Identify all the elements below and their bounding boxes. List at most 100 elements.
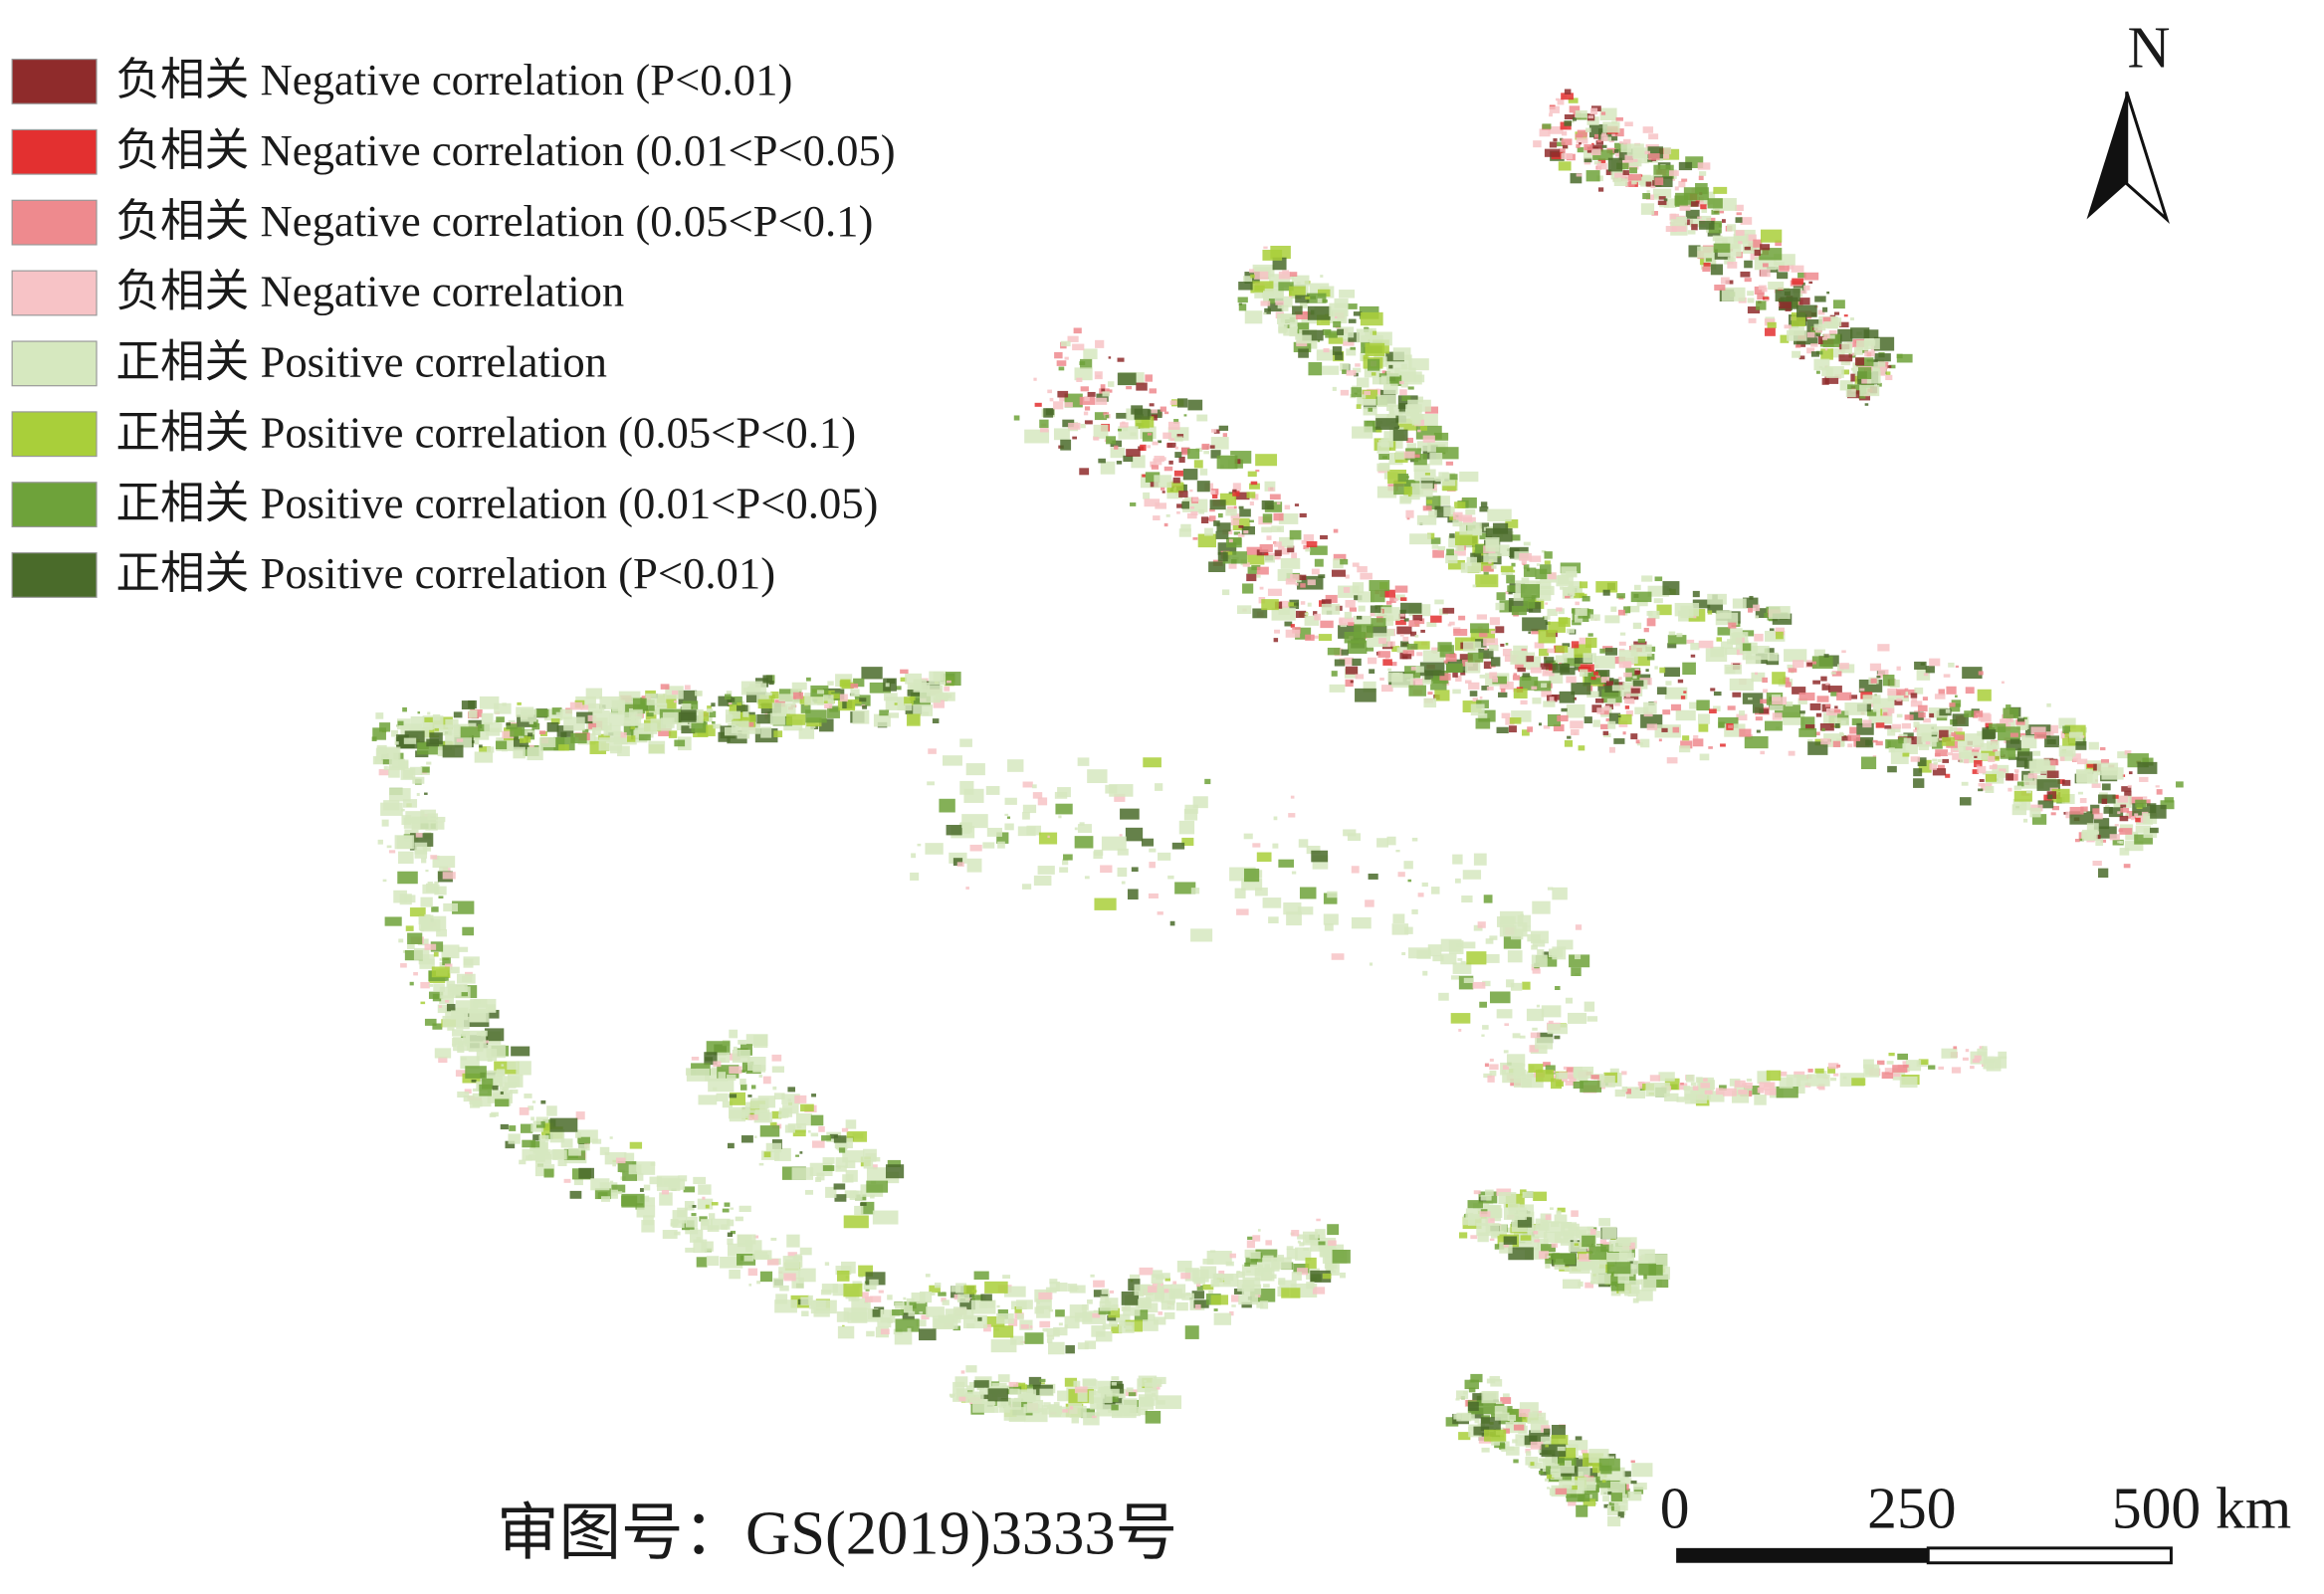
map-patch: [1523, 564, 1530, 569]
map-patch: [1476, 614, 1488, 620]
map-patch: [519, 1159, 527, 1165]
map-patch: [1483, 661, 1492, 670]
map-patch: [745, 692, 767, 703]
map-patch: [1811, 661, 1816, 665]
map-patch: [959, 738, 972, 747]
map-patch: [1221, 589, 1230, 596]
map-patch: [1549, 112, 1553, 117]
map-patch: [1856, 722, 1874, 735]
map-patch: [1238, 1295, 1258, 1305]
map-patch: [1765, 299, 1769, 301]
map-patch: [2125, 831, 2139, 841]
map-patch: [1163, 1289, 1169, 1294]
map-patch: [1814, 296, 1826, 302]
map-patch: [1608, 712, 1621, 724]
map-patch: [1346, 370, 1357, 376]
map-patch: [1241, 525, 1255, 535]
map-patch: [1254, 292, 1264, 299]
map-patch: [1813, 649, 1825, 657]
map-patch: [1438, 472, 1449, 480]
map-patch: [1641, 575, 1653, 582]
map-patch: [1383, 589, 1395, 598]
map-patch: [1271, 607, 1296, 621]
map-patch: [1795, 344, 1801, 348]
map-patch: [1513, 1459, 1519, 1464]
map-patch: [1787, 329, 1807, 341]
map-patch: [1896, 697, 1902, 701]
map-patch: [1076, 377, 1083, 382]
map-patch: [827, 699, 835, 705]
map-patch: [1840, 359, 1851, 366]
map-patch: [1538, 648, 1549, 657]
map-patch: [1601, 144, 1607, 148]
map-patch: [1092, 1415, 1097, 1419]
map-patch: [1161, 1300, 1175, 1310]
map-patch: [1430, 678, 1447, 691]
map-patch: [558, 744, 569, 751]
map-patch: [634, 711, 638, 715]
map-patch: [1153, 1270, 1162, 1278]
map-patch: [1891, 726, 1901, 733]
map-patch: [1568, 1242, 1586, 1253]
map-patch: [487, 746, 495, 753]
map-patch: [1047, 389, 1053, 394]
map-patch: [621, 1195, 638, 1207]
map-patch: [1501, 1449, 1507, 1453]
map-patch: [1859, 688, 1865, 692]
map-patch: [1473, 1426, 1490, 1436]
map-patch: [1877, 382, 1882, 387]
map-patch: [1352, 582, 1365, 594]
map-patch: [2091, 812, 2103, 820]
map-patch: [1533, 1231, 1539, 1235]
map-patch: [436, 816, 446, 823]
map-patch: [973, 1380, 989, 1388]
map-patch: [1620, 143, 1631, 153]
map-patch: [834, 1194, 847, 1202]
map-patch: [1461, 896, 1473, 903]
map-patch: [508, 1082, 517, 1089]
map-patch: [1610, 1493, 1623, 1501]
map-patch: [494, 702, 512, 714]
map-patch: [1505, 685, 1509, 688]
map-patch: [1718, 716, 1739, 728]
map-patch: [2102, 783, 2111, 791]
map-patch: [627, 735, 636, 742]
map-patch: [1320, 534, 1328, 540]
map-patch: [1913, 729, 1918, 733]
map-patch: [1238, 505, 1244, 509]
map-patch: [1489, 672, 1498, 680]
map-patch: [845, 1169, 858, 1182]
map-patch: [1064, 1315, 1080, 1329]
map-patch: [1811, 656, 1833, 670]
map-patch: [1039, 1320, 1051, 1328]
map-patch: [2114, 824, 2119, 827]
map-patch: [513, 746, 526, 759]
map-patch: [1529, 555, 1542, 562]
map-patch: [1779, 301, 1792, 309]
map-patch: [1525, 656, 1535, 663]
map-patch: [1477, 713, 1488, 719]
map-patch: [1547, 1023, 1568, 1035]
map-patch: [1431, 544, 1439, 549]
map-patch: [1160, 406, 1166, 412]
map-patch: [1421, 882, 1428, 888]
map-patch: [996, 832, 1009, 844]
map-patch: [1684, 1087, 1712, 1100]
map-patch: [913, 704, 934, 716]
map-patch: [600, 1196, 611, 1202]
map-patch: [1260, 300, 1271, 306]
map-patch: [1562, 144, 1569, 149]
map-patch: [1343, 337, 1350, 342]
map-patch: [1382, 659, 1392, 666]
map-patch: [1196, 1285, 1204, 1291]
map-patch: [640, 699, 655, 711]
map-patch: [1875, 722, 1885, 728]
map-patch: [1951, 699, 1962, 707]
map-patch: [1547, 887, 1554, 891]
map-patch: [1125, 827, 1144, 842]
map-patch: [1872, 739, 1878, 743]
map-patch: [1138, 1298, 1152, 1309]
map-patch: [1601, 1226, 1617, 1239]
map-patch: [1656, 687, 1667, 695]
map-patch: [1252, 608, 1268, 619]
